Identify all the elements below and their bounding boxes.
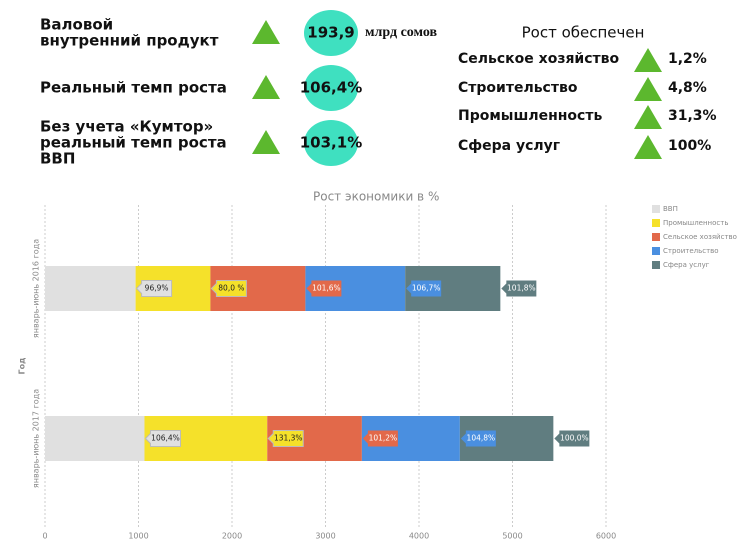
up-arrow <box>634 105 662 129</box>
data-label-box <box>210 280 247 297</box>
up-arrow <box>634 48 662 72</box>
y-tick-label: январь-июнь 2016 года <box>32 239 41 338</box>
legend-label: Сельское хозяйство <box>663 233 737 241</box>
x-tick-label: 4000 <box>409 532 429 541</box>
growth-label: Сфера услуг <box>458 138 560 154</box>
data-label-box <box>406 280 442 297</box>
growth-value: 4,8% <box>668 80 707 96</box>
data-label: 101,6% <box>312 284 341 293</box>
indicator-label: ВВП <box>40 150 75 168</box>
data-label: 100,0% <box>560 434 589 443</box>
value-circle <box>304 10 358 56</box>
indicator-label: Без учета «Кумтор» <box>40 118 213 136</box>
data-label: 106,4% <box>151 434 180 443</box>
x-tick-label: 5000 <box>502 532 522 541</box>
value-circle <box>304 120 358 166</box>
indicator-value: 193,9 <box>307 24 354 42</box>
growth-value: 31,3% <box>668 108 717 124</box>
indicator-unit: млрд сомов <box>365 25 438 40</box>
chart-title: Рост экономики в % <box>313 190 439 204</box>
legend-swatch <box>652 247 660 255</box>
data-label-box <box>362 430 398 447</box>
legend-swatch <box>652 233 660 241</box>
data-label-box <box>306 280 342 297</box>
legend-swatch <box>652 261 660 269</box>
legend-swatch <box>652 205 660 213</box>
data-label: 101,8% <box>507 284 536 293</box>
data-label: 96,9% <box>145 284 169 293</box>
legend-label: ВВП <box>663 205 678 213</box>
growth-title: Рост обеспечен <box>522 24 645 42</box>
y-tick-label: январь-июнь 2017 года <box>32 389 41 488</box>
growth-label: Промышленность <box>458 108 602 124</box>
x-tick-label: 0 <box>42 532 47 541</box>
data-label-box <box>135 280 173 297</box>
indicator-value: 103,1% <box>300 134 362 152</box>
up-arrow <box>634 77 662 101</box>
data-label: 101,2% <box>369 434 398 443</box>
data-label-box <box>554 430 590 447</box>
data-label: 80,0 % <box>218 284 244 293</box>
y-axis-label: Год <box>18 357 27 375</box>
up-arrow <box>252 75 280 99</box>
legend-label: Сфера услуг <box>663 261 710 269</box>
data-label-box <box>144 430 181 447</box>
x-tick-label: 2000 <box>222 532 242 541</box>
legend-swatch <box>652 219 660 227</box>
data-label: 104,8% <box>467 434 496 443</box>
indicator-label: Валовой <box>40 16 113 34</box>
up-arrow <box>634 135 662 159</box>
up-arrow <box>252 130 280 154</box>
x-tick-label: 3000 <box>315 532 335 541</box>
indicator-label: Реальный темп роста <box>40 79 227 97</box>
bar-segment <box>45 416 145 461</box>
data-label: 131,3% <box>274 434 303 443</box>
x-tick-label: 6000 <box>596 532 616 541</box>
data-label: 106,7% <box>412 284 441 293</box>
data-label-box <box>460 430 496 447</box>
indicator-label: внутренний продукт <box>40 32 219 50</box>
growth-value: 1,2% <box>668 51 707 67</box>
legend-label: Промышленность <box>663 219 728 227</box>
up-arrow <box>252 20 280 44</box>
growth-label: Сельское хозяйство <box>458 51 620 67</box>
growth-label: Строительство <box>458 80 578 96</box>
indicator-value: 106,4% <box>300 79 362 97</box>
bar-segment <box>45 266 136 311</box>
x-tick-label: 1000 <box>128 532 148 541</box>
data-label-box <box>501 280 537 297</box>
legend-label: Строительство <box>663 247 719 255</box>
indicator-label: реальный темп роста <box>40 134 227 152</box>
growth-value: 100% <box>668 138 711 154</box>
data-label-box <box>267 430 304 447</box>
value-circle <box>304 65 358 111</box>
